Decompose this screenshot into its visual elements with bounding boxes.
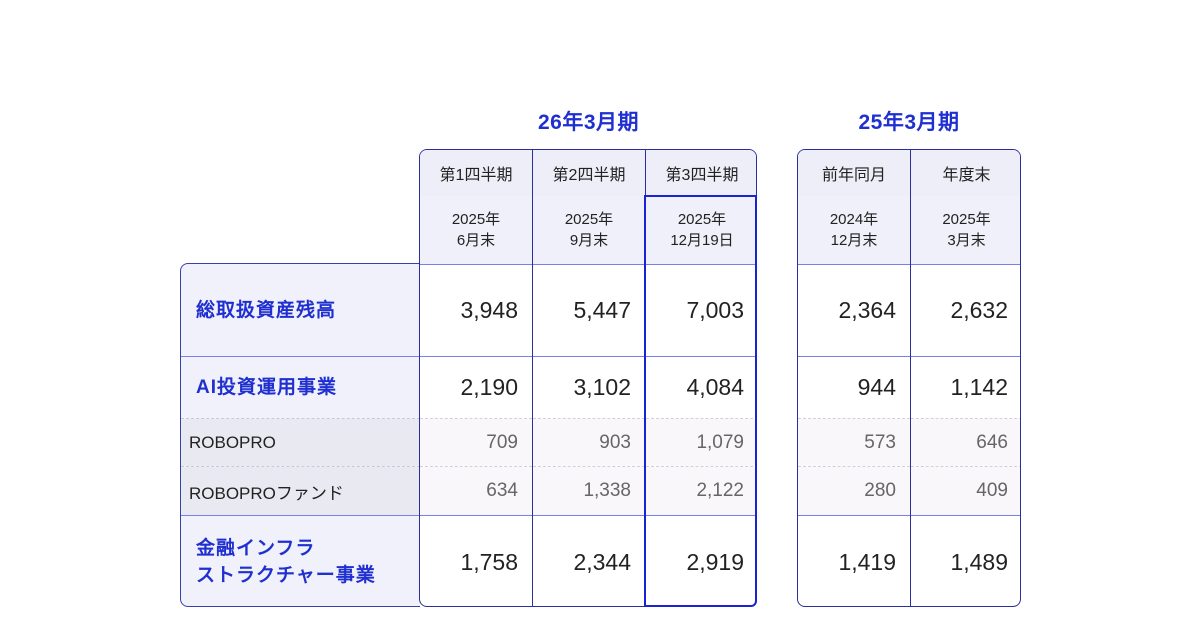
row-divider-dashed xyxy=(798,418,910,419)
date-line: 3月末 xyxy=(947,232,986,249)
row-divider xyxy=(798,356,910,357)
value-cell: 2,364 xyxy=(838,296,896,323)
column-header: 第1四半期 xyxy=(420,150,532,196)
row-label-text: ROBOPROファンド xyxy=(189,483,344,503)
value-cell: 3,948 xyxy=(460,296,518,323)
column-q3: 第3四半期 2025年 12月19日 7,003 4,084 1,079 2,1… xyxy=(645,150,756,606)
row-divider-dashed xyxy=(798,466,910,467)
column-date: 2025年 12月19日 xyxy=(646,196,756,264)
row-divider-dashed xyxy=(911,418,1020,419)
row-divider xyxy=(181,356,420,357)
row-divider xyxy=(911,356,1020,357)
value-cell: 1,419 xyxy=(838,548,896,575)
row-label-text: 金融インフラ ストラクチャー事業 xyxy=(196,535,376,589)
row-divider-dashed xyxy=(533,418,645,419)
row-label-robopro: ROBOPRO xyxy=(181,419,420,466)
period-title-fy26: 26年3月期 xyxy=(537,111,640,134)
column-q2: 第2四半期 2025年 9月末 5,447 3,102 903 1,338 2,… xyxy=(532,150,645,606)
value-cell: 2,919 xyxy=(686,548,744,575)
value-cell: 2,344 xyxy=(573,548,631,575)
row-divider xyxy=(420,515,532,516)
row-label-text: 総取扱資産残高 xyxy=(196,299,337,321)
value-cell: 1,758 xyxy=(460,548,518,575)
date-line: 6月末 xyxy=(456,232,496,249)
column-header: 第3四半期 xyxy=(646,150,756,196)
row-divider-dashed xyxy=(911,466,1020,467)
value-cell: 280 xyxy=(798,467,910,515)
value-cell: 409 xyxy=(911,467,1020,515)
date-line: 2025年 xyxy=(942,211,991,228)
row-label-robopro-fund: ROBOPROファンド xyxy=(181,467,420,515)
column-fiscal-year-end: 年度末 2025年 3月末 2,632 1,142 646 409 1,489 xyxy=(910,150,1020,606)
date-line: 2025年 xyxy=(451,211,501,228)
table-fy26: 第1四半期 2025年 6月末 3,948 2,190 709 634 1,75… xyxy=(419,149,757,607)
row-label-column: 総取扱資産残高 AI投資運用事業 ROBOPRO ROBOPROファンド 金融イ… xyxy=(180,263,420,607)
row-label-total-aum: 総取扱資産残高 xyxy=(181,264,420,356)
table-fy25: 前年同月 2024年 12月末 2,364 944 573 280 1,419 … xyxy=(797,149,1021,607)
column-date: 2025年 9月末 xyxy=(533,196,645,264)
period-title-fy25: 25年3月期 xyxy=(858,111,960,134)
column-date: 2025年 3月末 xyxy=(911,196,1020,264)
value-cell: 709 xyxy=(420,419,532,466)
row-divider xyxy=(646,356,756,357)
value-cell: 1,142 xyxy=(950,373,1008,400)
value-cell: 903 xyxy=(533,419,645,466)
row-label-text: ROBOPRO xyxy=(189,432,276,452)
row-divider-dashed xyxy=(181,418,420,419)
date-line: 2024年 xyxy=(829,211,879,228)
row-divider-dashed xyxy=(420,418,532,419)
row-divider xyxy=(420,264,532,265)
value-cell: 2,122 xyxy=(646,467,756,515)
value-cell: 944 xyxy=(857,373,896,400)
row-divider xyxy=(911,264,1020,265)
row-divider xyxy=(533,515,645,516)
row-divider xyxy=(181,515,420,516)
date-line: 2025年 xyxy=(564,211,614,228)
row-divider-dashed xyxy=(533,466,645,467)
row-divider xyxy=(533,264,645,265)
column-header: 第2四半期 xyxy=(533,150,645,196)
row-divider xyxy=(646,264,756,265)
value-cell: 7,003 xyxy=(686,296,744,323)
row-divider xyxy=(646,515,756,516)
row-divider xyxy=(798,515,910,516)
row-divider-dashed xyxy=(646,466,756,467)
row-divider xyxy=(911,515,1020,516)
value-cell: 5,447 xyxy=(573,296,631,323)
date-line: 2025年 xyxy=(677,211,727,228)
row-label-ai-business: AI投資運用事業 xyxy=(181,356,420,418)
date-line: 12月末 xyxy=(830,232,878,249)
value-cell: 634 xyxy=(420,467,532,515)
value-cell: 646 xyxy=(911,419,1020,466)
value-cell: 1,489 xyxy=(950,548,1008,575)
row-divider-dashed xyxy=(181,466,420,467)
value-cell: 573 xyxy=(798,419,910,466)
value-cell: 1,338 xyxy=(533,467,645,515)
column-prior-year-same-month: 前年同月 2024年 12月末 2,364 944 573 280 1,419 xyxy=(798,150,910,606)
value-cell: 2,632 xyxy=(950,296,1008,323)
value-cell: 1,079 xyxy=(646,419,756,466)
value-cell: 4,084 xyxy=(686,373,744,400)
row-divider xyxy=(798,264,910,265)
column-q1: 第1四半期 2025年 6月末 3,948 2,190 709 634 1,75… xyxy=(420,150,532,606)
column-date: 2024年 12月末 xyxy=(798,196,910,264)
value-cell: 3,102 xyxy=(573,373,631,400)
date-line: 12月19日 xyxy=(670,232,734,249)
date-line: 9月末 xyxy=(569,232,609,249)
row-divider xyxy=(420,356,532,357)
row-label-fin-infra: 金融インフラ ストラクチャー事業 xyxy=(181,516,420,606)
value-cell: 2,190 xyxy=(460,373,518,400)
row-label-line: 金融インフラ xyxy=(196,538,316,559)
column-header: 前年同月 xyxy=(798,150,910,196)
row-label-text: AI投資運用事業 xyxy=(196,376,338,398)
column-date: 2025年 6月末 xyxy=(420,196,532,264)
row-label-line: ストラクチャー事業 xyxy=(196,565,376,586)
row-divider-dashed xyxy=(420,466,532,467)
column-header: 年度末 xyxy=(911,150,1020,196)
row-divider-dashed xyxy=(646,418,756,419)
row-divider xyxy=(533,356,645,357)
